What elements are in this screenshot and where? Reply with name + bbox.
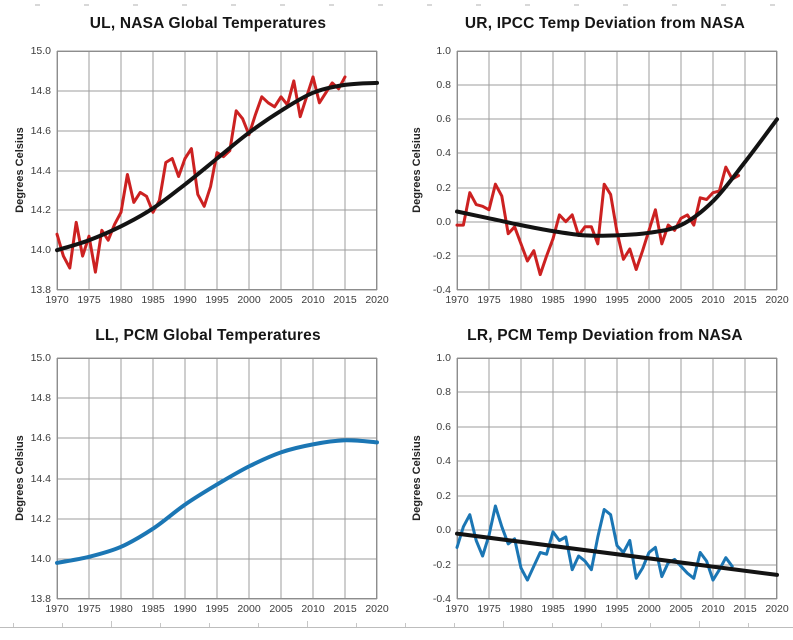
x-tick-label: 1985 — [541, 294, 565, 306]
x-tick-label: 2020 — [365, 294, 389, 306]
y-tick-label: 0.8 — [436, 79, 451, 92]
x-tick-label: 1985 — [141, 294, 165, 306]
panel-pcm-global-temps: LL, PCM Global Temperatures Degrees Cels… — [0, 320, 396, 640]
series-annual — [455, 504, 734, 582]
y-tick-label: 0.2 — [436, 181, 451, 194]
panel-pcm-deviation: LR, PCM Temp Deviation from NASA Degrees… — [397, 320, 793, 640]
y-tick-label: 14.8 — [30, 84, 51, 97]
y-tick-label: -0.2 — [432, 249, 451, 262]
y-tick-label: 1.0 — [436, 352, 451, 364]
y-tick-label: 0.0 — [436, 215, 451, 228]
series-annual — [455, 165, 741, 277]
panel-ll-plot-area — [55, 357, 379, 600]
x-tick-label: 1980 — [509, 603, 533, 615]
x-tick-label: 1995 — [605, 603, 629, 615]
x-tick-label: 1995 — [205, 603, 229, 615]
x-tick-label: 2010 — [301, 294, 325, 306]
x-tick-label: 1975 — [477, 603, 501, 615]
y-tick-label: 13.8 — [30, 284, 51, 296]
x-tick-label: 1970 — [445, 294, 469, 306]
x-tick-label: 1980 — [109, 603, 133, 615]
x-tick-label: 1980 — [109, 294, 133, 306]
panel-ur-title: UR, IPCC Temp Deviation from NASA — [464, 15, 746, 32]
y-tick-label: -0.4 — [432, 593, 451, 605]
x-tick-label: 2010 — [701, 603, 725, 615]
y-tick-label: 14.0 — [30, 244, 51, 257]
x-tick-label: 1985 — [541, 603, 565, 615]
x-tick-label: 2000 — [637, 294, 661, 306]
x-tick-label: 1990 — [573, 294, 597, 306]
x-tick-label: 1990 — [173, 294, 197, 306]
x-tick-label: 2010 — [301, 603, 325, 615]
x-tick-label: 2020 — [765, 294, 789, 306]
panel-ul-title: UL, NASA Global Temperatures — [89, 15, 327, 32]
x-tick-label: 2015 — [333, 294, 357, 306]
x-tick-label: 2005 — [669, 294, 693, 306]
x-tick-label: 2010 — [701, 294, 725, 306]
x-tick-label: 2000 — [237, 294, 261, 306]
x-tick-label: 1985 — [141, 603, 165, 615]
x-tick-label: 1995 — [205, 294, 229, 306]
plot-border — [457, 358, 777, 599]
y-tick-label: 14.6 — [30, 124, 51, 137]
y-tick-label: 15.0 — [30, 45, 51, 57]
plot-border — [57, 51, 377, 290]
y-tick-label: 1.0 — [436, 45, 451, 57]
y-tick-label: 13.8 — [30, 593, 51, 605]
panel-lr-plot-area — [455, 357, 779, 600]
y-tick-label: 14.6 — [30, 432, 51, 445]
y-tick-label: 0.0 — [436, 524, 451, 537]
y-tick-label: 15.0 — [30, 352, 51, 364]
panel-ur-plot-area — [455, 50, 779, 291]
x-tick-label: 2015 — [733, 294, 757, 306]
x-tick-label: 2005 — [269, 294, 293, 306]
x-tick-label: 1980 — [509, 294, 533, 306]
x-tick-label: 2000 — [237, 603, 261, 615]
panel-ll-title: LL, PCM Global Temperatures — [95, 327, 321, 344]
x-tick-label: 2005 — [269, 603, 293, 615]
series-trend — [455, 117, 779, 238]
y-tick-label: 14.4 — [30, 472, 51, 485]
x-tick-label: 1990 — [173, 603, 197, 615]
series-trend — [55, 80, 379, 253]
x-tick-label: 1970 — [45, 603, 69, 615]
y-tick-label: 0.6 — [436, 113, 451, 126]
y-tick-label: -0.4 — [432, 284, 451, 296]
plot-border — [457, 51, 777, 290]
y-tick-label: 14.8 — [30, 392, 51, 405]
series-trend — [455, 531, 779, 577]
series-annual — [55, 75, 347, 274]
x-tick-label: 1995 — [605, 294, 629, 306]
x-tick-label: 1970 — [45, 294, 69, 306]
y-tick-label: -0.2 — [432, 558, 451, 571]
y-tick-label: 14.4 — [30, 164, 51, 177]
panel-nasa-global-temps: UL, NASA Global Temperatures Degrees Cel… — [0, 0, 396, 320]
y-tick-label: 14.0 — [30, 552, 51, 565]
y-tick-label: 14.2 — [30, 512, 51, 525]
x-tick-label: 2005 — [669, 603, 693, 615]
y-tick-label: 0.4 — [436, 455, 451, 468]
y-tick-label: 0.6 — [436, 420, 451, 433]
x-tick-label: 1970 — [445, 603, 469, 615]
y-tick-label: 0.4 — [436, 147, 451, 160]
x-tick-label: 1975 — [77, 294, 101, 306]
y-tick-label: 14.2 — [30, 204, 51, 217]
x-tick-label: 1990 — [573, 603, 597, 615]
panel-ipcc-deviation: UR, IPCC Temp Deviation from NASA Degree… — [397, 0, 793, 320]
x-tick-label: 2000 — [637, 603, 661, 615]
plot-border — [57, 358, 377, 599]
panel-ul-plot-area — [55, 50, 379, 291]
x-tick-label: 2015 — [733, 603, 757, 615]
y-tick-label: 0.8 — [436, 386, 451, 399]
x-tick-label: 2015 — [333, 603, 357, 615]
series-model-smooth — [55, 438, 379, 565]
x-tick-label: 2020 — [365, 603, 389, 615]
x-tick-label: 1975 — [77, 603, 101, 615]
y-tick-label: 0.2 — [436, 489, 451, 502]
x-tick-label: 1975 — [477, 294, 501, 306]
panel-lr-title: LR, PCM Temp Deviation from NASA — [467, 327, 743, 344]
x-tick-label: 2020 — [765, 603, 789, 615]
